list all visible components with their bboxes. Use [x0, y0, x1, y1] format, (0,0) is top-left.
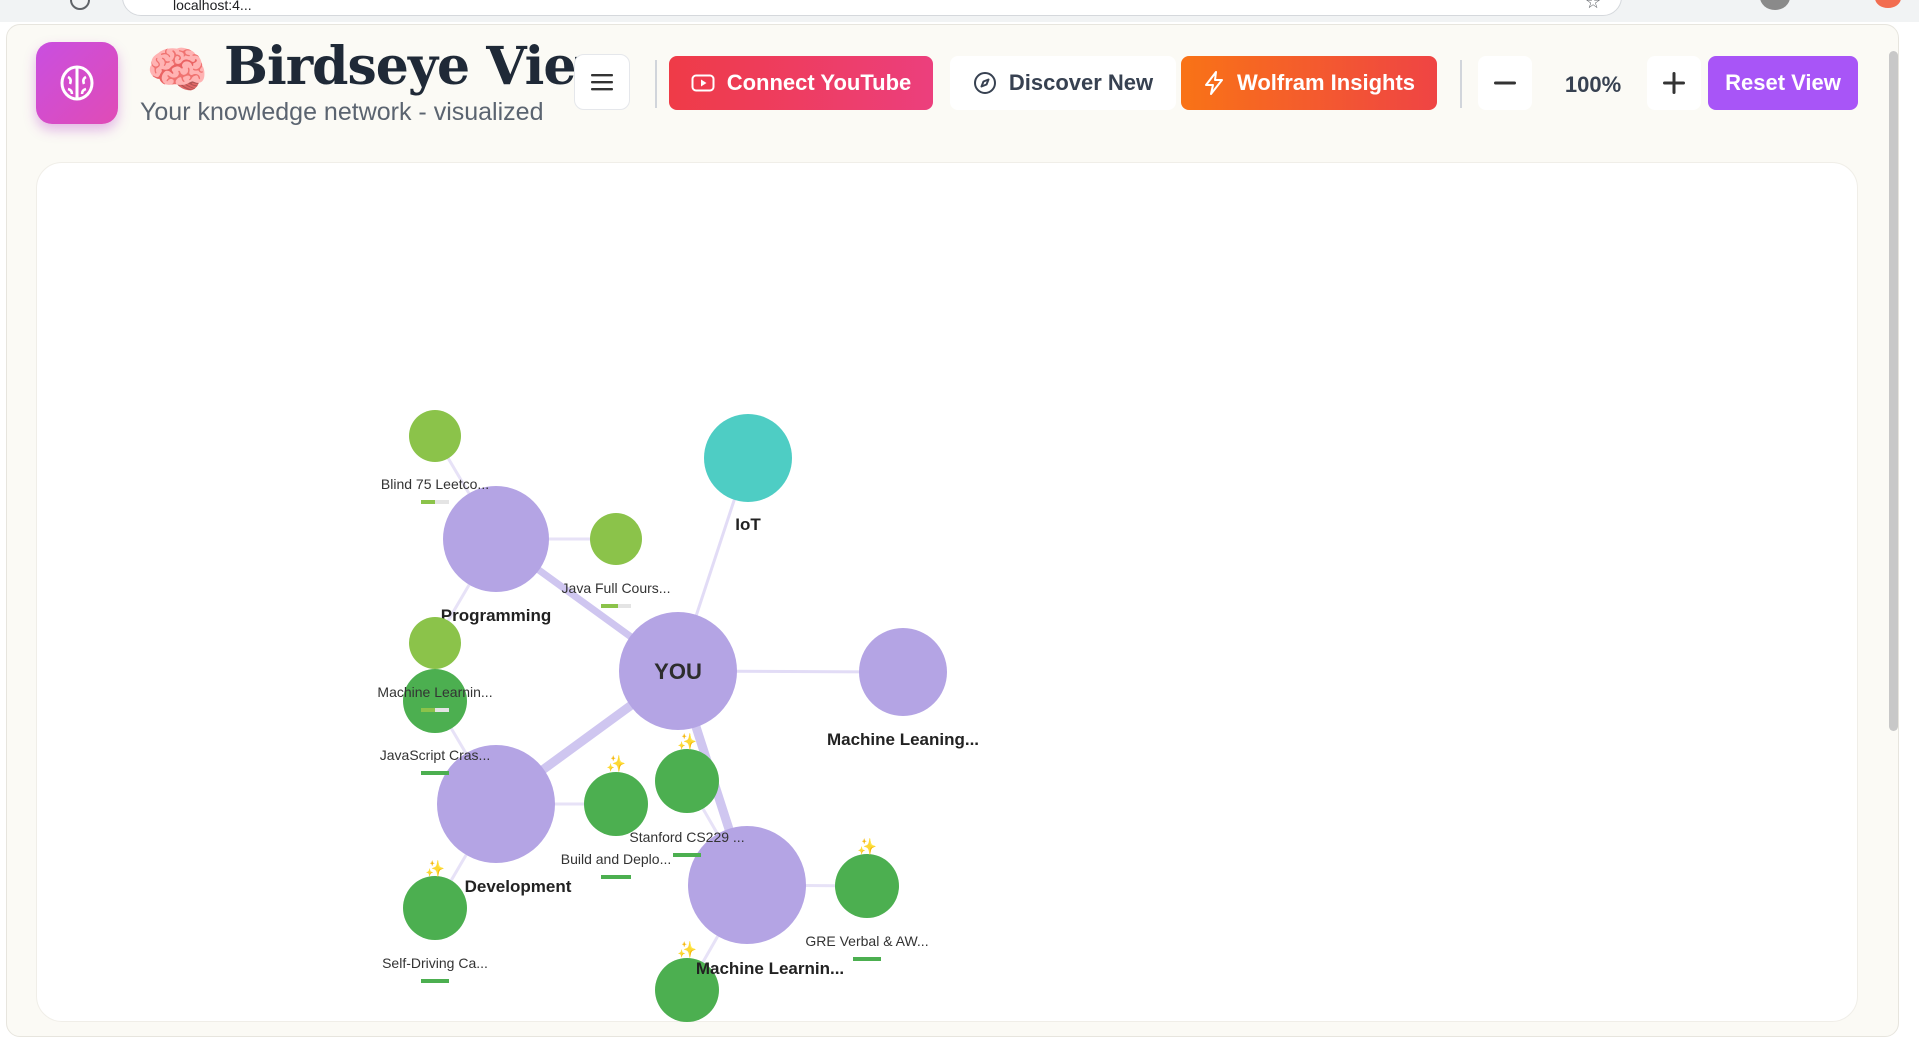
item-node-js[interactable]: JavaScript Cras...	[380, 669, 490, 775]
item-label: Build and Deplo...	[561, 851, 672, 867]
category-node-iot[interactable]: IoT	[704, 414, 792, 534]
item-label: Self-Driving Ca...	[382, 955, 488, 971]
category-label: Development	[465, 877, 572, 896]
reset-view-button[interactable]: Reset View	[1708, 56, 1858, 110]
item-node-ml-item[interactable]: Machine Learnin...	[377, 617, 493, 712]
toolbar-divider	[655, 60, 657, 108]
category-label: IoT	[735, 515, 761, 534]
plus-icon	[1663, 72, 1685, 94]
item-node-stanford[interactable]: Stanford CS229 ... ✨	[629, 733, 745, 857]
category-node-programming[interactable]: Programming	[441, 486, 552, 625]
graph-canvas[interactable]	[36, 162, 1858, 1022]
item-node-selfdriving[interactable]: Self-Driving Ca... ✨	[382, 860, 488, 983]
item-node-build[interactable]: Build and Deplo... ✨	[561, 755, 672, 879]
extension-icon[interactable]	[1875, 0, 1901, 8]
progress-fill	[601, 604, 618, 608]
item-label: Java Full Cours...	[562, 580, 671, 596]
center-node-you[interactable]: YOU	[619, 612, 737, 730]
menu-button[interactable]	[574, 54, 630, 110]
item-node-gre[interactable]: GRE Verbal & AW... ✨	[805, 838, 929, 961]
page-title: Birdseye View	[224, 36, 620, 97]
item-label: Stanford CS229 ...	[629, 829, 744, 845]
item-node-bottom[interactable]: ✨	[655, 941, 719, 1022]
item-label: Machine Learnin...	[377, 684, 492, 700]
connect-youtube-button[interactable]: Connect YouTube	[669, 56, 933, 110]
compass-icon	[973, 72, 996, 94]
minus-icon	[1494, 81, 1516, 85]
app-logo	[36, 42, 118, 124]
progress-fill	[421, 979, 449, 983]
progress-fill	[421, 500, 435, 504]
item-node-java[interactable]: Java Full Cours...	[562, 513, 671, 608]
sparkle-icon: ✨	[857, 838, 877, 856]
sparkle-icon: ✨	[677, 941, 697, 959]
brain-emoji-icon: 🧠	[146, 42, 209, 98]
category-node-ml2[interactable]	[688, 826, 806, 944]
page-subtitle: Your knowledge network - visualized	[140, 98, 544, 126]
discover-new-button[interactable]: Discover New	[950, 56, 1176, 110]
item-label: JavaScript Cras...	[380, 747, 490, 763]
bookmark-star-icon[interactable]: ☆	[1585, 0, 1602, 12]
scrollbar[interactable]	[1889, 51, 1898, 731]
sparkle-icon: ✨	[677, 733, 697, 751]
zoom-in-button[interactable]	[1647, 56, 1701, 110]
lightning-icon	[1204, 71, 1223, 95]
connect-youtube-label: Connect YouTube	[726, 70, 912, 95]
category-node-ml1[interactable]: Machine Leaning...	[827, 628, 979, 749]
progress-fill	[673, 853, 701, 857]
item-node-blind75[interactable]: Blind 75 Leetco...	[381, 410, 489, 504]
category-label: Machine Leaning...	[827, 730, 979, 749]
wolfram-insights-button[interactable]: Wolfram Insights	[1181, 56, 1437, 110]
progress-fill	[601, 875, 631, 879]
sparkle-icon: ✨	[606, 755, 626, 773]
profile-avatar[interactable]	[1760, 0, 1790, 10]
category-label-ml2: Machine Learnin...	[696, 959, 844, 978]
reset-view-label: Reset View	[1725, 70, 1841, 95]
progress-fill	[853, 957, 881, 961]
wolfram-insights-label: Wolfram Insights	[1236, 70, 1416, 95]
item-label: GRE Verbal & AW...	[805, 933, 928, 949]
browser-chrome: localhost:4... ☆	[0, 0, 1919, 22]
discover-new-label: Discover New	[1008, 70, 1154, 95]
category-label: Programming	[441, 606, 552, 625]
zoom-level: 100%	[1564, 72, 1622, 97]
category-node-development[interactable]: Development	[437, 745, 572, 896]
brain-icon	[60, 65, 94, 101]
address-bar-text: localhost:4...	[173, 0, 252, 13]
center-label: YOU	[654, 659, 702, 684]
menu-icon	[591, 74, 613, 91]
item-label: Blind 75 Leetco...	[381, 476, 489, 492]
zoom-out-button[interactable]	[1478, 56, 1532, 110]
sparkle-icon: ✨	[425, 860, 445, 878]
progress-fill	[421, 771, 449, 775]
progress-fill	[421, 708, 435, 712]
youtube-icon	[691, 74, 715, 92]
toolbar-divider-2	[1460, 60, 1462, 108]
